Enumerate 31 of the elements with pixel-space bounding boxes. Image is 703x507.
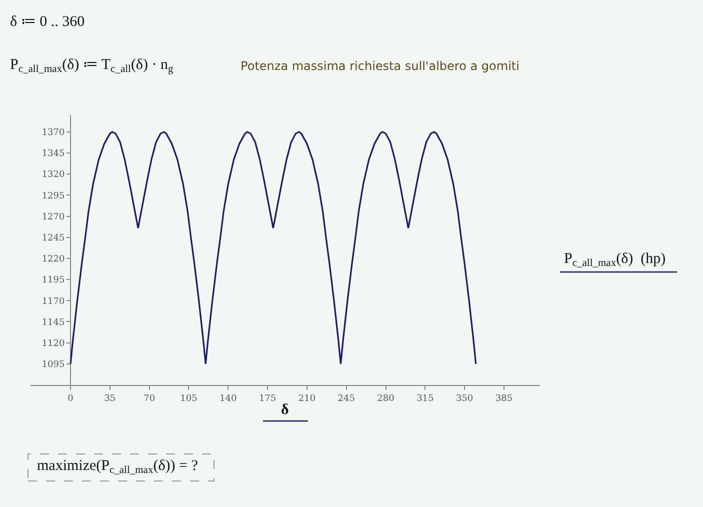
x-tick-label: 105 <box>180 394 198 404</box>
chart-title: Potenza massima richiesta sull'albero a gomiti <box>240 59 520 74</box>
y-axis-title: P$_{c_all_max}$(δ) (hp) <box>564 251 666 270</box>
y-tick-label: 1245 <box>42 233 65 244</box>
y-tick-label: 1095 <box>42 360 65 370</box>
x-tick-label: 175 <box>258 394 276 404</box>
y-tick-label: 1220 <box>42 254 65 265</box>
x-tick-label: 210 <box>298 394 316 404</box>
line-series <box>70 131 477 365</box>
x-tick-label: 280 <box>377 394 395 404</box>
text: maximize(P$_{c_all_max}$(δ)) = ? <box>37 458 198 476</box>
y-tick-label: 1345 <box>42 149 65 160</box>
y-tick-label: 1120 <box>42 338 65 349</box>
y-tick-label: 1170 <box>42 296 65 307</box>
y-tick-label: 1145 <box>42 318 65 328</box>
x-axis-title: δ <box>281 402 289 418</box>
text: δ ≔ 0 .. 360 <box>10 14 85 30</box>
x-tick-label: 70 <box>144 394 156 404</box>
x-tick-label: 245 <box>338 394 356 404</box>
y-tick-label: 1370 <box>42 128 65 138</box>
text: P$_{c_all_max}$(δ) ≔ T$_{c_all}$(δ) · n$_{g}$ <box>10 57 174 76</box>
y-tick-label: 1295 <box>42 191 65 202</box>
x-tick-label: 350 <box>456 394 474 404</box>
x-tick-label: 0 <box>68 394 74 404</box>
x-tick-label: 385 <box>495 394 513 404</box>
x-tick-label: 140 <box>220 394 238 404</box>
x-tick-label: 35 <box>104 394 116 404</box>
y-tick-label: 1320 <box>42 170 65 180</box>
y-tick-label: 1195 <box>42 276 65 286</box>
x-tick-label: 315 <box>416 394 434 404</box>
y-tick-label: 1270 <box>42 212 65 222</box>
